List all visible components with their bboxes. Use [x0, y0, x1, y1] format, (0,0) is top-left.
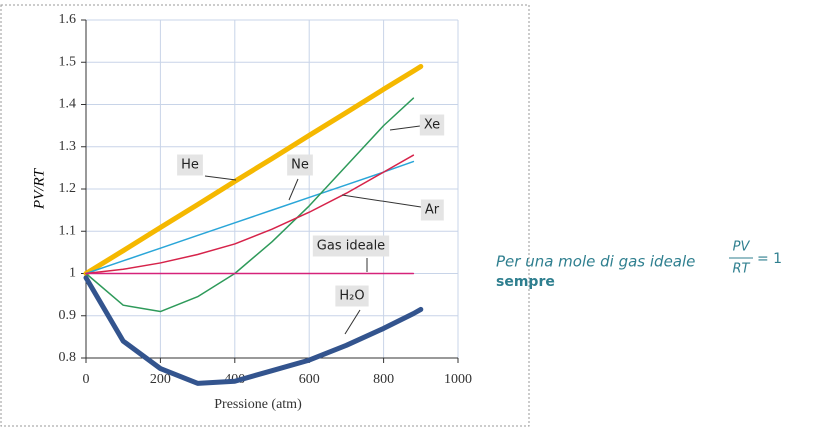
label-box: [177, 154, 203, 176]
y-tick-label: 1.3: [59, 139, 77, 154]
y-tick-label: 1: [69, 266, 76, 281]
series-label: H₂O: [339, 289, 364, 304]
leader-line: [288, 178, 299, 201]
x-tick-label: 1000: [444, 372, 472, 387]
series-label: Xe: [424, 118, 440, 133]
series-label: Gas ideale: [317, 239, 385, 254]
x-tick-label: 0: [83, 372, 90, 387]
y-tick-label: 1.4: [59, 97, 77, 112]
x-tick-label: 200: [150, 372, 171, 387]
note-numerator: PV: [733, 240, 751, 255]
note-text: Per una mole di gas ideale: [496, 253, 695, 271]
leader-line: [341, 194, 422, 208]
series-line: [85, 97, 415, 313]
y-tick-label: 0.8: [59, 350, 77, 365]
label-box: [312, 235, 390, 257]
series-label: He: [181, 158, 199, 173]
y-tick-label: 1.2: [59, 181, 77, 196]
y-tick-label: 1.6: [59, 12, 77, 27]
series-line: [83, 275, 424, 386]
label-box: [420, 199, 444, 221]
x-tick-label: 600: [299, 372, 320, 387]
note: Per una mole di gas ideale PV RT = 1 sem…: [496, 240, 782, 291]
x-tick-label: 800: [373, 372, 394, 387]
x-axis-label: Pressione (atm): [214, 397, 302, 412]
series-label: Ne: [291, 158, 309, 173]
leader-line: [204, 175, 237, 181]
y-axis-label: PV/RT: [31, 167, 47, 210]
series-line: [85, 160, 415, 275]
series-line: [83, 63, 424, 276]
leader-line: [344, 309, 361, 335]
note-equals: = 1: [757, 251, 782, 267]
y-tick-label: 1.1: [59, 223, 77, 238]
label-box: [287, 154, 313, 176]
frame: [0, 4, 530, 427]
y-tick-label: 1.5: [59, 54, 77, 69]
label-box: [419, 114, 445, 136]
note-emphasis: sempre: [496, 274, 555, 290]
series-label: Ar: [425, 203, 440, 218]
leader-line: [389, 125, 421, 131]
series-line: [85, 154, 415, 275]
label-box: [335, 285, 369, 307]
y-tick-label: 0.9: [59, 308, 77, 323]
note-denominator: RT: [733, 262, 751, 277]
